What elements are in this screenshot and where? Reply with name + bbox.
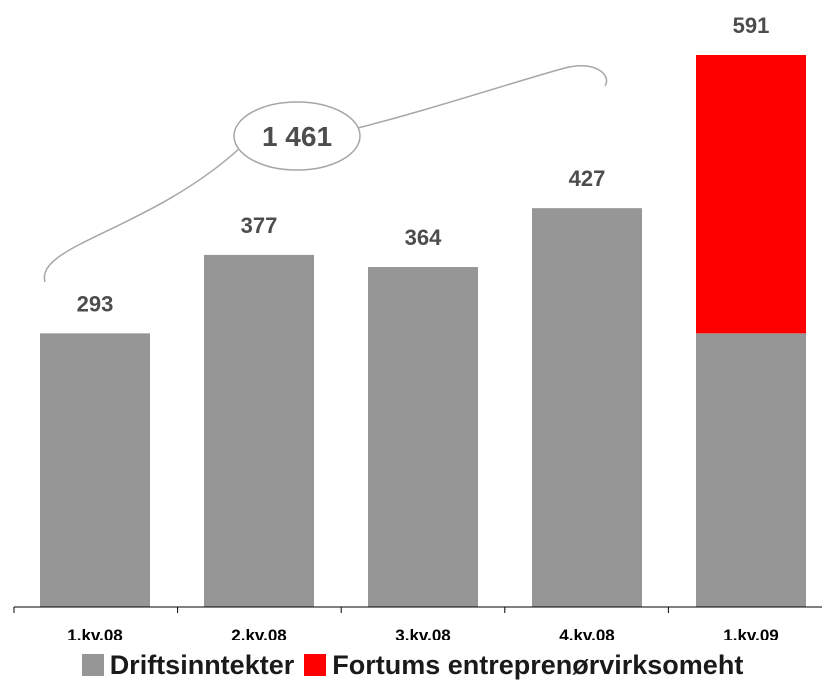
category-label: 4.kv.08 [559, 626, 614, 640]
legend: Driftsinntekter Fortums entreprenørvirks… [0, 640, 825, 690]
category-label: 2.kv.08 [231, 626, 286, 640]
legend-label: Fortums entreprenørvirksomeht [332, 649, 744, 680]
legend-label: Driftsinntekter [109, 649, 295, 680]
bar-driftsinntekter-1.kv.08 [40, 333, 150, 607]
legend-swatch-gray [81, 654, 104, 676]
bar-chart: 293 377 364 427 591 1.kv.08 2.kv.08 3.kv.08 4.k… [13, 13, 822, 640]
category-label: 1.kv.09 [723, 626, 778, 640]
annotation-bracket [43, 65, 608, 283]
category-label: 1.kv.08 [67, 626, 122, 640]
bar-driftsinntekter-3.kv.08 [368, 267, 478, 607]
legend-item-driftsinntekter: Driftsinntekter [81, 649, 295, 681]
legend-swatch-red [304, 654, 327, 676]
bar-driftsinntekter-2.kv.08 [204, 254, 314, 607]
bar-value-label: 364 [405, 225, 442, 250]
category-labels: 1.kv.08 2.kv.08 3.kv.08 4.kv.08 1.kv.09 [67, 626, 778, 640]
value-labels: 293 377 364 427 591 [77, 13, 770, 316]
annotation-ellipse [233, 101, 361, 171]
bar-driftsinntekter-4.kv.08 [532, 208, 642, 607]
bar-value-label: 377 [241, 213, 278, 238]
bar-value-label: 591 [733, 13, 770, 38]
legend-item-fortums: Fortums entreprenørvirksomeht [304, 650, 743, 681]
bars-layer [40, 55, 806, 607]
bar-fortums-1.kv.09 [696, 55, 806, 334]
bar-value-label: 427 [569, 166, 606, 191]
category-label: 3.kv.08 [395, 626, 450, 640]
bar-value-label: 293 [77, 291, 114, 316]
x-axis-ticks [13, 607, 669, 613]
annotation-total-label: 1 461 [262, 121, 332, 152]
bar-driftsinntekter-1.kv.09 [696, 333, 806, 607]
